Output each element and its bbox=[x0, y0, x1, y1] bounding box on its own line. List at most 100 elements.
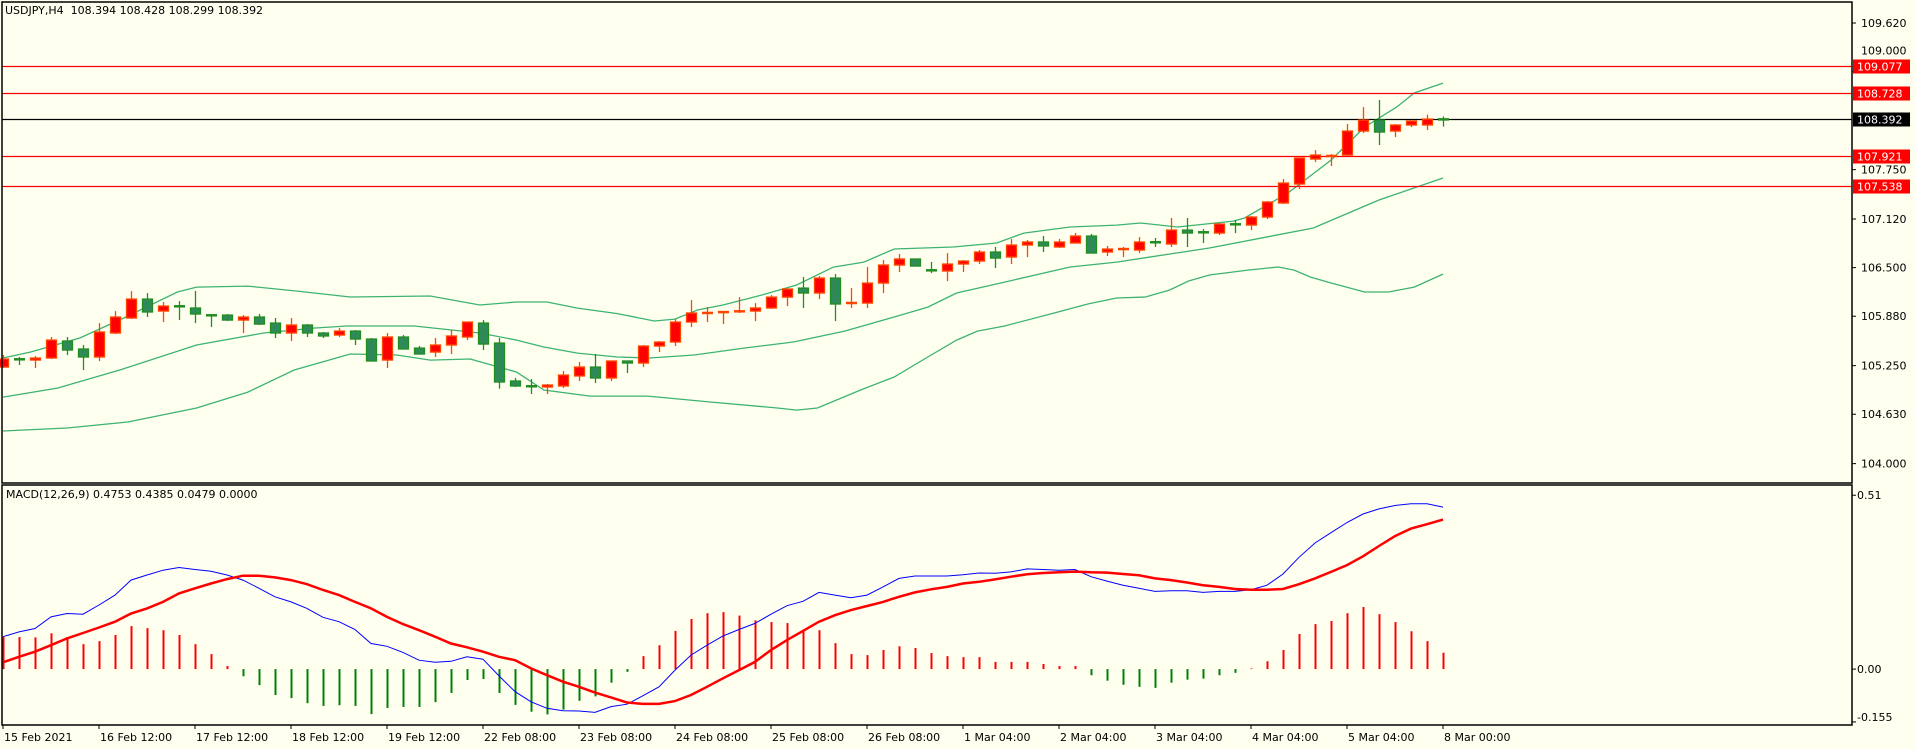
price-tag-box bbox=[1853, 86, 1910, 101]
candle-body bbox=[797, 287, 810, 294]
bear-candle bbox=[141, 293, 154, 318]
candle-body bbox=[861, 282, 874, 304]
price-tags: 109.077 108.728 108.392 107.921 107.538 bbox=[1853, 59, 1910, 194]
candle-body bbox=[1245, 216, 1258, 226]
bull-candle bbox=[637, 345, 650, 368]
bear-candle bbox=[253, 314, 266, 326]
bear-candle bbox=[365, 338, 378, 362]
candle-body bbox=[526, 385, 537, 388]
bull-candle bbox=[1293, 157, 1306, 190]
time-tick-label: 18 Feb 12:00 bbox=[292, 731, 364, 744]
candle-body bbox=[1293, 157, 1306, 185]
bear-candle bbox=[797, 277, 810, 309]
bull-candle bbox=[285, 318, 298, 342]
candle-body bbox=[1341, 130, 1354, 156]
candle-body bbox=[45, 339, 58, 359]
price-tick-label: 104.000 bbox=[1861, 458, 1907, 471]
candle-body bbox=[1165, 229, 1178, 245]
candle-body bbox=[734, 310, 745, 313]
candle-body bbox=[381, 336, 394, 361]
bull-candle bbox=[957, 260, 970, 273]
macd-signal-line bbox=[2, 518, 1444, 706]
bear-candle bbox=[1150, 237, 1161, 248]
bull-candle bbox=[1053, 239, 1066, 249]
candle-body bbox=[509, 380, 522, 387]
candle-body bbox=[957, 260, 970, 265]
candle-body bbox=[109, 316, 122, 334]
bear-candle bbox=[413, 346, 426, 355]
candle-body bbox=[621, 360, 634, 364]
bull-candle bbox=[1277, 179, 1290, 205]
candle-body bbox=[1150, 240, 1161, 244]
time-tick-label: 8 Mar 00:00 bbox=[1444, 731, 1510, 744]
bear-candle bbox=[909, 258, 922, 267]
candle-body bbox=[573, 366, 586, 377]
candle-body bbox=[941, 263, 954, 272]
price-tag-label: 109.077 bbox=[1857, 61, 1903, 74]
bear-candle bbox=[989, 247, 1002, 269]
candle-body bbox=[237, 316, 250, 321]
candle-body bbox=[1277, 182, 1290, 204]
macd-tick-label: 0.00 bbox=[1857, 663, 1882, 676]
candle-body bbox=[653, 341, 666, 347]
candle-body bbox=[221, 314, 234, 321]
candle-body bbox=[157, 305, 170, 312]
bull-candle bbox=[1005, 239, 1018, 265]
bull-candle bbox=[1245, 216, 1258, 231]
bull-candle bbox=[893, 253, 906, 273]
candle-body bbox=[365, 338, 378, 362]
time-tick-label: 17 Feb 12:00 bbox=[196, 731, 268, 744]
bull-candle bbox=[846, 288, 857, 309]
candle-body bbox=[846, 301, 857, 305]
bull-candle bbox=[541, 384, 554, 395]
bull-candle bbox=[573, 362, 586, 381]
bear-candle bbox=[621, 360, 634, 374]
bear-candle bbox=[317, 331, 330, 339]
candle-body bbox=[206, 314, 217, 317]
price-tag-box bbox=[1853, 59, 1910, 74]
bull-candle bbox=[1213, 223, 1226, 236]
bull-candle bbox=[1118, 247, 1129, 258]
candle-body bbox=[1181, 229, 1194, 234]
bear-candle bbox=[14, 357, 25, 366]
candle-body bbox=[77, 348, 90, 358]
price-tick-label: 105.250 bbox=[1861, 360, 1907, 373]
time-tick-label: 22 Feb 08:00 bbox=[484, 731, 556, 744]
bollinger-bands bbox=[2, 82, 1444, 432]
bear-candle bbox=[221, 314, 234, 322]
candle-body bbox=[1101, 248, 1114, 253]
bull-candle bbox=[1341, 124, 1354, 157]
bull-candle bbox=[813, 276, 826, 300]
time-tick-label: 19 Feb 12:00 bbox=[388, 731, 460, 744]
bull-candle bbox=[941, 253, 954, 282]
candle-body bbox=[125, 298, 138, 319]
bull-candle bbox=[381, 333, 394, 369]
candle-body bbox=[1213, 223, 1226, 234]
candle-body bbox=[189, 307, 202, 315]
bear-candle bbox=[829, 274, 842, 322]
bear-candle bbox=[526, 379, 537, 395]
price-tag-label: 107.538 bbox=[1857, 181, 1903, 194]
bull-candle bbox=[1133, 237, 1146, 254]
candle-body bbox=[317, 332, 330, 337]
bear-candle bbox=[1373, 100, 1386, 146]
bull-candle bbox=[461, 321, 474, 341]
candle-body bbox=[1357, 119, 1370, 132]
time-tick-label: 23 Feb 08:00 bbox=[580, 731, 652, 744]
bull-candle bbox=[1357, 107, 1370, 134]
horizontal-levels[interactable] bbox=[2, 65, 1852, 188]
bear-candle bbox=[509, 378, 522, 388]
price-tag-label: 108.728 bbox=[1857, 88, 1903, 101]
bull-candle bbox=[749, 303, 762, 322]
price-tick-label: 109.620 bbox=[1861, 17, 1907, 30]
candle-body bbox=[1069, 235, 1082, 244]
price-tag-label: 108.392 bbox=[1857, 114, 1903, 127]
time-tick-label: 3 Mar 04:00 bbox=[1156, 731, 1222, 744]
bear-candle bbox=[926, 261, 937, 274]
bull-candle bbox=[973, 250, 986, 265]
candle-body bbox=[1005, 244, 1018, 258]
candle-body bbox=[285, 324, 298, 334]
candle-body bbox=[685, 312, 698, 323]
